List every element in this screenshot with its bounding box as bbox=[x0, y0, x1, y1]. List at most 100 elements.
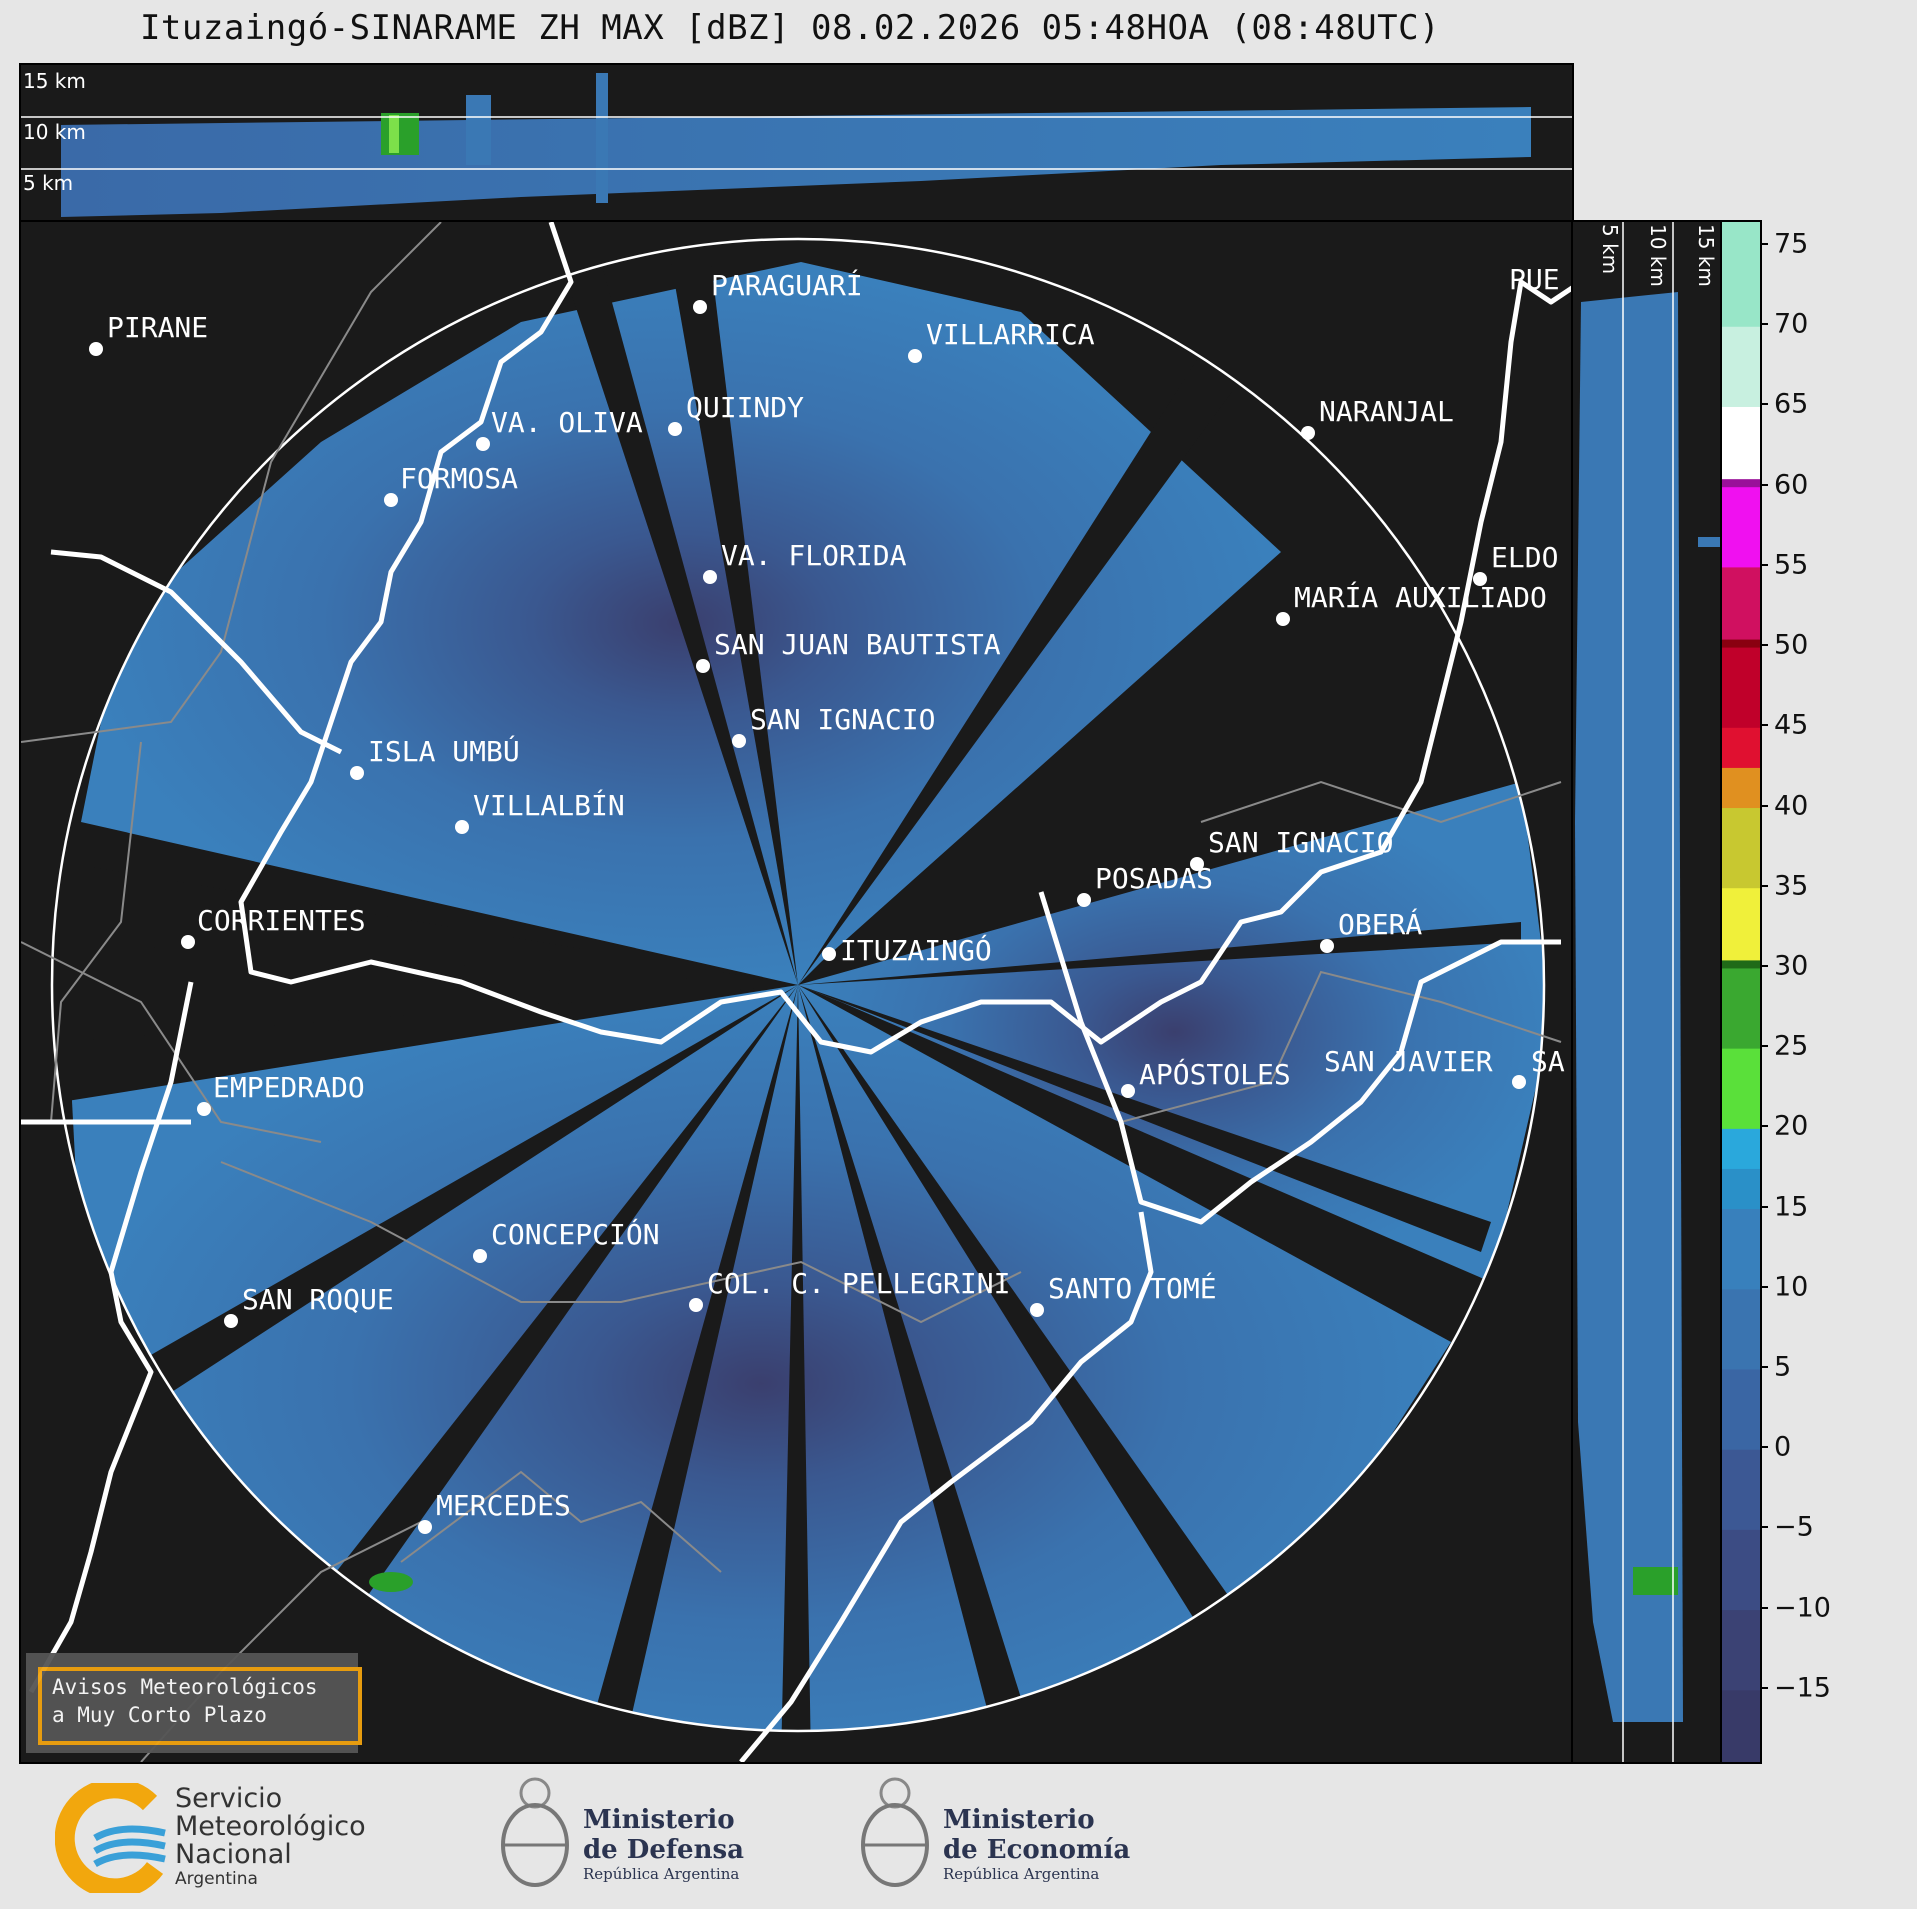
colorbar-swatch bbox=[1722, 1048, 1760, 1129]
colorbar-tick bbox=[1760, 403, 1768, 406]
colorbar-swatch bbox=[1722, 222, 1760, 327]
green-echo-cell bbox=[369, 1572, 413, 1592]
colorbar-tick bbox=[1760, 1446, 1768, 1449]
smn-line-1: Servicio bbox=[175, 1783, 283, 1814]
top-green-cell bbox=[381, 113, 419, 155]
colorbar-tick-label: −5 bbox=[1774, 1511, 1814, 1543]
city-dot bbox=[476, 437, 490, 451]
radar-map-panel: PARAGUARÍ VILLARRICA PIRANE QUIINDY VA. … bbox=[19, 220, 1583, 1764]
colorbar-tick-label: 15 bbox=[1774, 1191, 1809, 1223]
colorbar-tick bbox=[1760, 483, 1768, 486]
smn-line-4: Argentina bbox=[175, 1869, 258, 1889]
colorbar-swatch bbox=[1722, 1208, 1760, 1290]
smn-logo: Servicio Meteorológico Nacional Argentin… bbox=[55, 1775, 395, 1895]
city-label: SAN ROQUE bbox=[242, 1283, 394, 1316]
side-cross-section-plot: 5 km 10 km 15 km bbox=[1575, 222, 1720, 1762]
side-label-5km: 5 km bbox=[1598, 224, 1622, 274]
city-label: ITUZAINGÓ bbox=[840, 933, 992, 967]
city-label: PARAGUARÍ bbox=[711, 268, 863, 302]
top-cross-section-panel: 15 km 10 km 5 km bbox=[19, 63, 1574, 222]
top-label-5km: 5 km bbox=[23, 171, 73, 195]
colorbar-swatch bbox=[1722, 1288, 1760, 1370]
colorbar-swatch bbox=[1722, 767, 1760, 809]
city-label: ELDO bbox=[1491, 541, 1558, 574]
economia-line-3: República Argentina bbox=[943, 1865, 1100, 1883]
top-echo-spike bbox=[596, 73, 608, 203]
colorbar-tick bbox=[1760, 1606, 1768, 1609]
coat-of-arms-icon bbox=[501, 1777, 569, 1887]
colorbar-tick-label: 10 bbox=[1774, 1271, 1809, 1303]
city-dot bbox=[1301, 426, 1315, 440]
colorbar-tick-label: 5 bbox=[1774, 1351, 1792, 1383]
colorbar-tick-label: 20 bbox=[1774, 1110, 1809, 1142]
city-label: EMPEDRADO bbox=[213, 1071, 365, 1104]
city-dot bbox=[1190, 857, 1204, 871]
city-label: VA. FLORIDA bbox=[721, 539, 907, 572]
top-label-10km: 10 km bbox=[23, 120, 86, 144]
top-green-core bbox=[389, 115, 399, 153]
city-dot bbox=[908, 349, 922, 363]
warning-line-2: a Muy Corto Plazo bbox=[52, 1703, 267, 1727]
radar-map: PARAGUARÍ VILLARRICA PIRANE QUIINDY VA. … bbox=[20, 221, 1583, 1764]
colorbar-swatch bbox=[1722, 406, 1760, 480]
city-label: COL. C. PELLEGRINI bbox=[707, 1267, 1010, 1300]
colorbar-swatches bbox=[1722, 222, 1760, 1762]
colorbar-swatch bbox=[1722, 1128, 1760, 1169]
colorbar-tick-label: −10 bbox=[1774, 1592, 1831, 1624]
colorbar-tick bbox=[1760, 563, 1768, 566]
city-label: SAN JUAN BAUTISTA bbox=[714, 628, 1001, 661]
colorbar-swatch bbox=[1722, 1168, 1760, 1210]
map-title: Ituzaingó-SINARAME ZH MAX [dBZ] 08.02.20… bbox=[139, 8, 1441, 48]
coat-of-arms-icon bbox=[861, 1777, 929, 1887]
city-dot bbox=[1030, 1303, 1044, 1317]
colorbar-tick bbox=[1760, 1526, 1768, 1529]
city-label: QUIINDY bbox=[686, 391, 804, 424]
colorbar bbox=[1720, 220, 1762, 1764]
warning-box: Avisos Meteorológicos a Muy Corto Plazo bbox=[26, 1653, 362, 1753]
side-green-cell bbox=[1633, 1567, 1678, 1595]
defensa-line-1: Ministerio bbox=[583, 1805, 735, 1835]
colorbar-tick-label: 70 bbox=[1774, 308, 1809, 340]
colorbar-tick-label: 45 bbox=[1774, 709, 1809, 741]
smn-emblem-icon bbox=[55, 1783, 166, 1893]
colorbar-swatch bbox=[1722, 486, 1760, 568]
city-label: SAN JAVIER bbox=[1324, 1045, 1493, 1078]
colorbar-swatch bbox=[1722, 1368, 1760, 1450]
city-dot bbox=[1077, 893, 1091, 907]
city-label: APÓSTOLES bbox=[1139, 1057, 1291, 1091]
city-label: VILLALBÍN bbox=[473, 788, 625, 822]
warning-line-1: Avisos Meteorológicos bbox=[52, 1675, 318, 1699]
colorbar-tick bbox=[1760, 884, 1768, 887]
top-cross-section-plot: 15 km 10 km 5 km bbox=[21, 69, 1572, 217]
colorbar-tick bbox=[1760, 964, 1768, 967]
defensa-line-2: de Defensa bbox=[583, 1835, 744, 1865]
range-ring bbox=[50, 237, 1546, 1733]
colorbar-swatch bbox=[1722, 959, 1760, 969]
defensa-logo: Ministerio de Defensa República Argentin… bbox=[495, 1775, 765, 1895]
city-dot bbox=[455, 820, 469, 834]
colorbar-tick-label: 65 bbox=[1774, 388, 1809, 420]
colorbar-swatch bbox=[1722, 1449, 1760, 1530]
colorbar-swatch bbox=[1722, 639, 1760, 648]
colorbar-tick-label: 75 bbox=[1774, 228, 1809, 260]
smn-line-2: Meteorológico bbox=[175, 1811, 366, 1842]
colorbar-swatch bbox=[1722, 887, 1760, 961]
city-label: VA. OLIVA bbox=[491, 406, 643, 439]
smn-line-3: Nacional bbox=[175, 1839, 292, 1870]
city-dot bbox=[224, 1314, 238, 1328]
colorbar-swatch bbox=[1722, 967, 1760, 1049]
colorbar-swatch bbox=[1722, 478, 1760, 488]
colorbar-tick bbox=[1760, 323, 1768, 326]
city-dot bbox=[1121, 1084, 1135, 1098]
city-dot bbox=[1473, 572, 1487, 586]
colorbar-tick bbox=[1760, 243, 1768, 246]
colorbar-ticks: 75 70 65 60 55 50 45 40 35 30 25 20 15 10 5 0 −5 −10 −15 bbox=[1760, 220, 1910, 1760]
side-cross-section-panel: 5 km 10 km 15 km bbox=[1571, 220, 1723, 1764]
top-label-15km: 15 km bbox=[23, 69, 86, 93]
city-label: PUE bbox=[1509, 263, 1560, 296]
colorbar-tick bbox=[1760, 804, 1768, 807]
city-label: ISLA UMBÚ bbox=[368, 734, 520, 768]
economia-line-2: de Economía bbox=[943, 1835, 1131, 1865]
city-dot bbox=[384, 493, 398, 507]
colorbar-swatch bbox=[1722, 326, 1760, 407]
